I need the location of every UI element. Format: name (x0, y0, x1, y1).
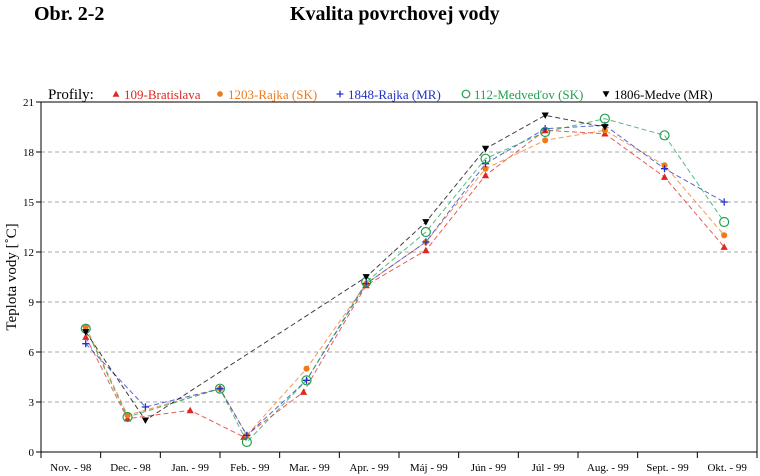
data-point (660, 165, 669, 173)
y-tick-label: 18 (23, 147, 35, 159)
data-point (141, 417, 150, 424)
plot-frame (40, 101, 758, 453)
data-point (542, 137, 549, 144)
data-point (481, 145, 490, 153)
x-tick-label: Jún - 99 (471, 462, 507, 474)
y-tick-label: 12 (23, 247, 34, 259)
series-line-4 (85, 118, 725, 443)
series-line-2 (85, 129, 725, 437)
x-tick-label: Dec. - 98 (110, 462, 151, 474)
data-point (186, 406, 194, 414)
y-tick-label: 6 (29, 347, 35, 359)
x-tick-label: Júl - 99 (532, 462, 566, 474)
x-tick-label: Apr. - 99 (349, 462, 389, 474)
legend-label: 109-Bratislava (124, 87, 201, 102)
data-point (422, 219, 430, 226)
x-tick-label: Feb. - 99 (230, 462, 270, 474)
data-point (303, 365, 310, 372)
data-point (301, 375, 312, 386)
data-point (82, 340, 90, 348)
y-tick-label: 15 (23, 197, 35, 209)
x-axis: Nov. - 98 Dec. - 98 Jan. - 99 Feb. - 99 Mar.… (40, 452, 758, 474)
data-point (122, 411, 133, 423)
legend-marker (112, 90, 120, 97)
data-point (82, 323, 89, 331)
data-point (216, 385, 224, 393)
data-point (241, 436, 252, 448)
data-point (720, 198, 728, 206)
legend-title: Profily: (48, 87, 94, 103)
data-point (480, 153, 491, 164)
data-point (82, 333, 90, 340)
legend-marker (217, 91, 223, 97)
figure-number: Obr. 2-2 (34, 3, 105, 25)
data-point (362, 274, 370, 281)
data-point (599, 113, 610, 124)
legend: Profily: 109-Bratislava 1203-Rajka (SK) 184… (48, 87, 713, 103)
data-point (422, 238, 430, 246)
data-point (659, 130, 670, 141)
data-point (82, 329, 90, 336)
data-point (124, 412, 131, 419)
series-markers (80, 112, 730, 448)
data-point (719, 216, 730, 228)
data-point (422, 246, 430, 254)
legend-marker (336, 90, 344, 98)
data-point (481, 171, 490, 179)
x-tick-label: Jan. - 99 (171, 462, 209, 474)
x-tick-label: Máj - 99 (410, 462, 448, 474)
x-tick-label: Sept. - 99 (646, 462, 689, 474)
data-point (720, 243, 728, 250)
y-tick-label: 21 (23, 97, 34, 109)
data-point (302, 376, 311, 384)
legend-marker (602, 91, 610, 98)
series-line-3 (85, 124, 725, 437)
series-line-5 (85, 114, 605, 421)
data-point (541, 125, 549, 133)
grid (41, 151, 757, 403)
data-point (540, 126, 551, 138)
y-tick-label: 3 (29, 397, 35, 409)
x-tick-label: Mar. - 99 (289, 462, 330, 474)
data-point (299, 388, 308, 395)
x-tick-label: Nov. - 98 (50, 462, 92, 474)
legend-label: 1806-Medve (MR) (614, 87, 713, 102)
legend-label: 1848-Rajka (MR) (348, 87, 441, 102)
data-point (214, 383, 226, 394)
y-axis: 0 3 6 9 12 15 18 21 (23, 97, 41, 459)
data-point (420, 226, 431, 238)
data-point (141, 403, 150, 411)
data-point (482, 165, 489, 172)
data-point (721, 232, 728, 239)
legend-label: 1203-Rajka (SK) (228, 87, 317, 102)
series-lines (85, 114, 725, 443)
series-line-1 (85, 129, 725, 438)
data-point (660, 173, 669, 180)
data-point (601, 124, 609, 131)
y-tick-label: 0 (29, 447, 35, 459)
x-tick-label: Aug. - 99 (587, 462, 629, 474)
x-tick-label: Okt. - 99 (707, 462, 747, 474)
legend-label: 112-Medveďov (SK) (474, 87, 583, 102)
y-axis-label: Teplota vody [˚C] (4, 223, 20, 330)
figure-title: Kvalita povrchovej vody (290, 3, 500, 25)
data-point (240, 433, 248, 440)
legend-marker (461, 89, 471, 99)
y-tick-label: 9 (29, 297, 35, 309)
data-point (541, 112, 549, 119)
